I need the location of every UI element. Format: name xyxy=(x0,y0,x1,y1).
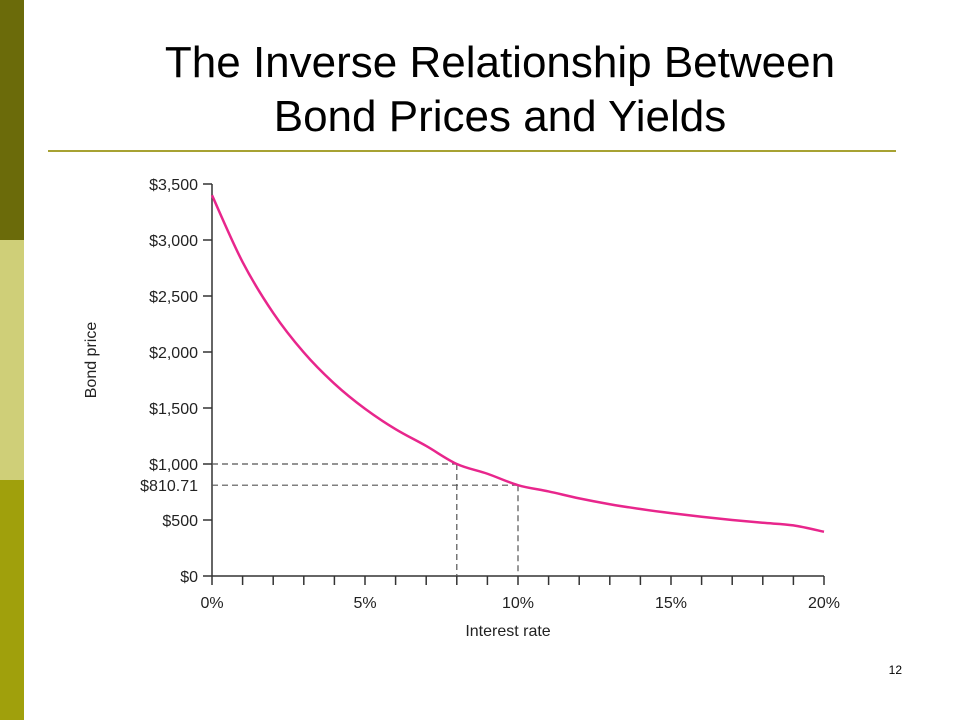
slide-title: The Inverse Relationship Between Bond Pr… xyxy=(40,36,960,144)
slide-title-line-2: Bond Prices and Yields xyxy=(273,92,727,141)
y-tick-label: $1,500 xyxy=(149,401,198,418)
x-axis-title: Interest rate xyxy=(465,623,550,640)
bond-price-chart: $0 $500 $1,000 $1,500 $2,000 $2,500 $3,000 $3,5… xyxy=(83,177,840,640)
sidebar-accent-olive xyxy=(0,480,24,720)
bond-price-curve xyxy=(210,194,825,533)
y-tick-label: $3,500 xyxy=(149,177,198,194)
y-tick-label: $0 xyxy=(180,569,198,586)
x-tick-label: 0% xyxy=(200,595,223,612)
y-tick-label: $500 xyxy=(162,513,198,530)
y-tick-label: $3,000 xyxy=(149,233,198,250)
slide-number: 12 xyxy=(888,663,902,677)
x-tick-label: 15% xyxy=(655,595,687,612)
y-tick-label: $2,500 xyxy=(149,289,198,306)
sidebar-accent-light xyxy=(0,240,24,480)
y-axis-title: Bond price xyxy=(83,322,100,399)
sidebar-accent-dark xyxy=(0,0,24,240)
y-tick-label: $1,000 xyxy=(149,457,198,474)
y-tick-label: $2,000 xyxy=(149,345,198,362)
title-underline xyxy=(48,150,896,152)
x-tick-label: 10% xyxy=(502,595,534,612)
x-tick-label: 5% xyxy=(353,595,376,612)
y-tick-label-extra: $810.71 xyxy=(140,478,198,495)
x-tick-label: 20% xyxy=(808,595,840,612)
slide-title-line-1: The Inverse Relationship Between xyxy=(164,38,836,87)
